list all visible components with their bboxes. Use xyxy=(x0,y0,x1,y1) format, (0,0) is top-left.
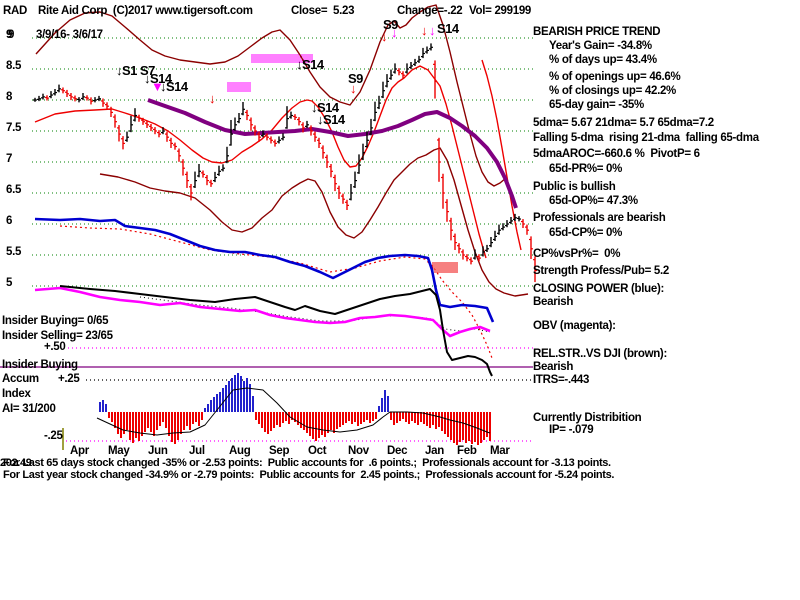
price-band-line-2 xyxy=(481,59,522,251)
closing-power-line xyxy=(34,217,495,323)
upper-channel-line xyxy=(35,4,507,187)
ma65-line xyxy=(147,98,518,209)
obv-line xyxy=(34,286,491,338)
closing-power-ma-dotted xyxy=(59,225,493,359)
accumulation-line xyxy=(59,285,493,377)
ai-signal-line xyxy=(96,387,491,436)
obv-ma-dotted xyxy=(139,296,491,333)
relative-strength-line xyxy=(99,147,529,297)
